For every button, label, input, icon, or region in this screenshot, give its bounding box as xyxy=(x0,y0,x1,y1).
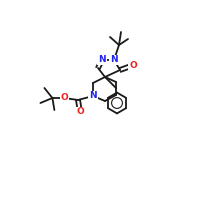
Text: N: N xyxy=(89,92,97,100)
Text: N: N xyxy=(98,55,106,64)
Text: O: O xyxy=(76,108,84,116)
Text: O: O xyxy=(61,94,68,102)
Text: O: O xyxy=(129,62,137,71)
Text: N: N xyxy=(110,55,118,64)
